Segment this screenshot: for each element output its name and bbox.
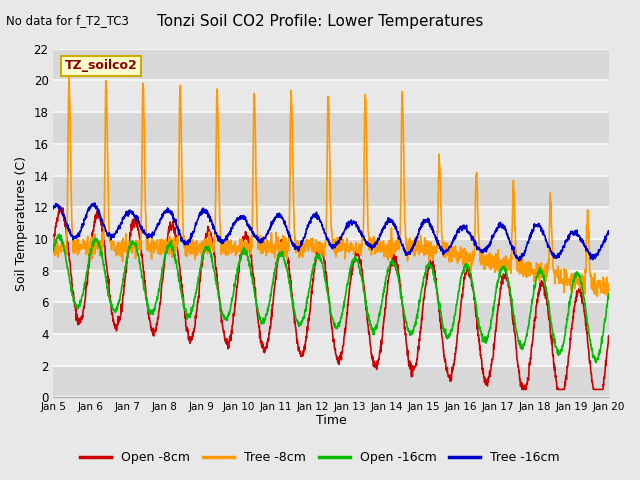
Text: No data for f_T2_TC3: No data for f_T2_TC3 (6, 14, 129, 27)
Bar (53, 112, 609, 144)
Bar (53, 207, 609, 239)
Text: Tonzi Soil CO2 Profile: Lower Temperatures: Tonzi Soil CO2 Profile: Lower Temperatur… (157, 14, 483, 29)
Y-axis label: Soil Temperatures (C): Soil Temperatures (C) (15, 156, 28, 290)
Bar (53, 334, 609, 366)
Bar (53, 239, 609, 271)
Bar (53, 49, 609, 81)
X-axis label: Time: Time (316, 414, 346, 427)
Legend: Open -8cm, Tree -8cm, Open -16cm, Tree -16cm: Open -8cm, Tree -8cm, Open -16cm, Tree -… (75, 446, 565, 469)
Bar (53, 144, 609, 176)
Bar (53, 366, 609, 397)
Bar (53, 81, 609, 112)
Bar (53, 302, 609, 334)
Bar (53, 176, 609, 207)
Text: TZ_soilco2: TZ_soilco2 (65, 59, 137, 72)
Bar (53, 271, 609, 302)
